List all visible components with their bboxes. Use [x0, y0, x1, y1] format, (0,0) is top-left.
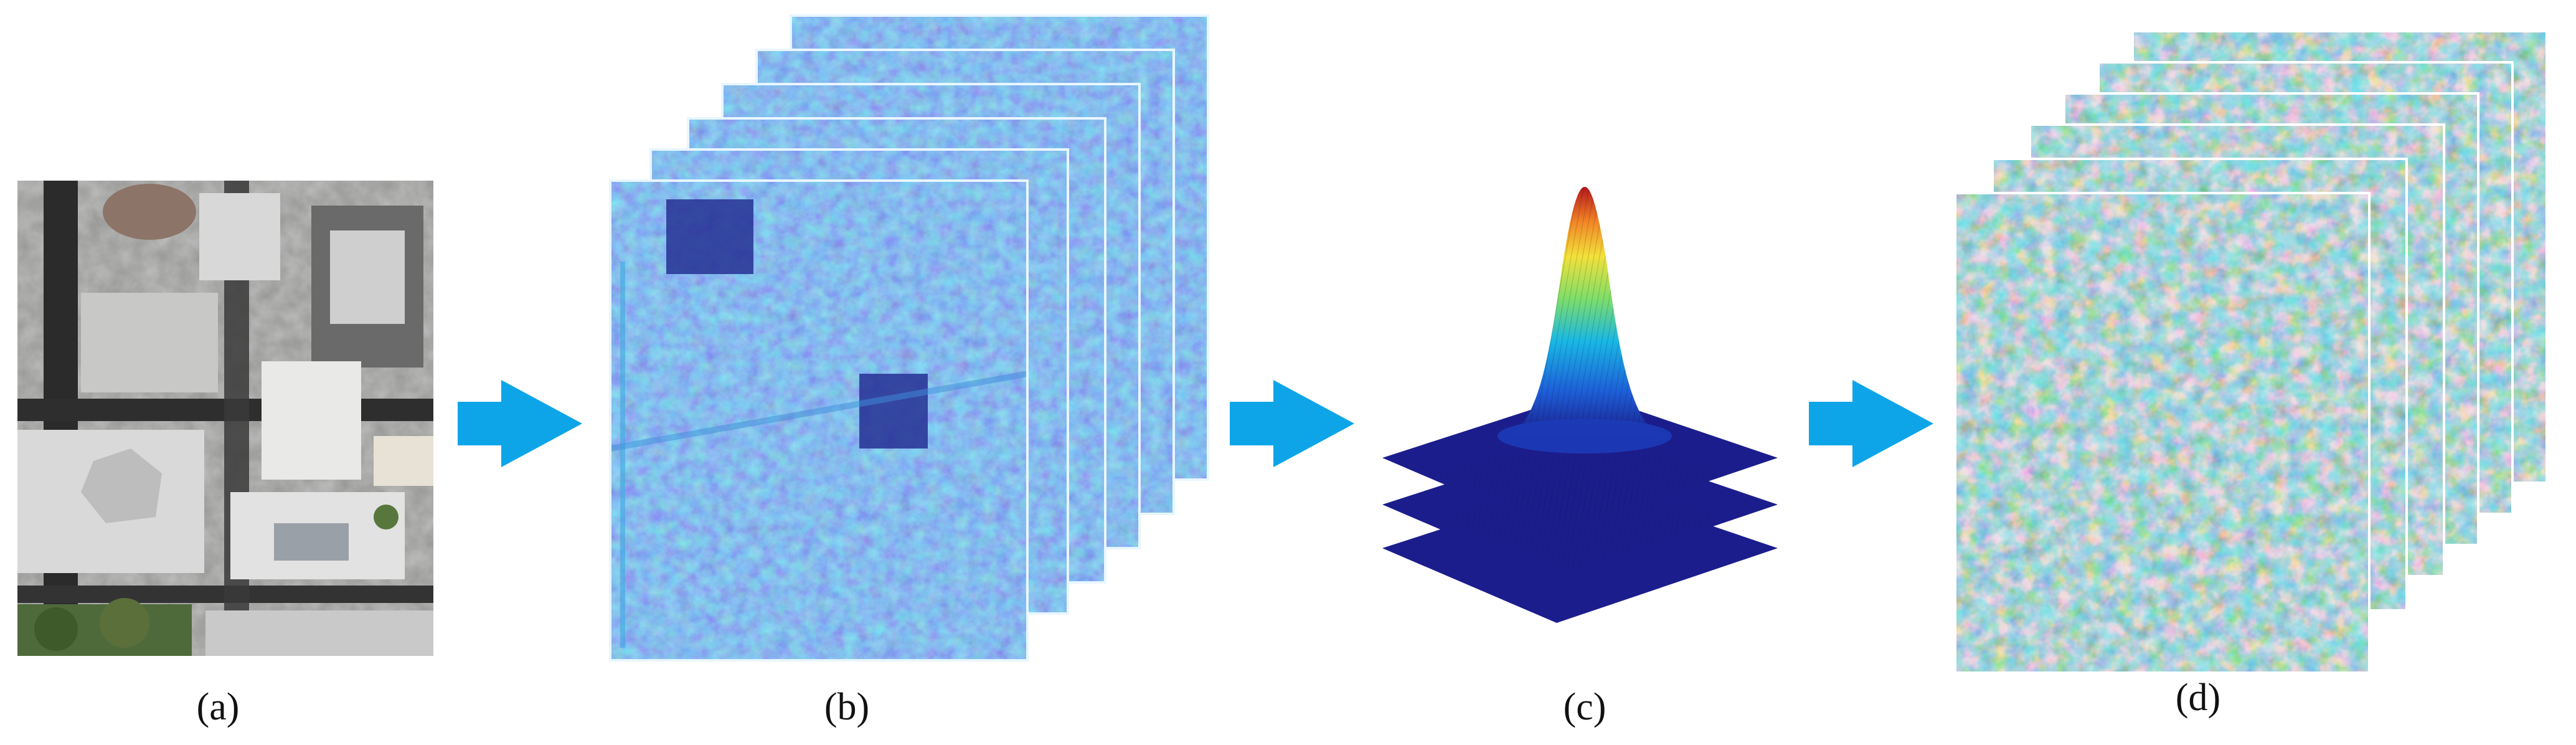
panel-a-aerial-image: [17, 181, 433, 656]
panel-d-filtered-stack: [1954, 30, 2548, 674]
panel-b-feature-stack: [609, 14, 1209, 662]
filtered-map-layer-1: [1954, 192, 2371, 674]
caption-b: (b): [824, 686, 870, 728]
feature-map-layer-1: [609, 179, 1029, 662]
caption-d: (d): [2175, 676, 2221, 719]
panel-c-gaussian-layers: [1382, 187, 1778, 623]
caption-c: (c): [1563, 686, 1606, 728]
caption-a: (a): [196, 686, 240, 728]
arrow-a-to-b: [458, 380, 582, 467]
arrow-b-to-c: [1230, 380, 1354, 467]
arrow-c-to-d: [1809, 380, 1933, 467]
